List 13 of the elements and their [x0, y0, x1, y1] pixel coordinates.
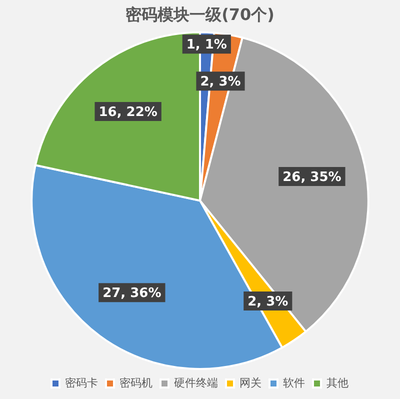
legend-label: 硬件终端 [174, 376, 218, 390]
data-label: 2, 3% [248, 294, 288, 310]
data-label: 26, 35% [282, 170, 342, 185]
data-label: 27, 36% [102, 286, 162, 302]
data-label: 1, 1% [186, 38, 227, 53]
legend-label: 密码机 [120, 376, 152, 390]
data-label: 16, 22% [98, 104, 158, 120]
data-label: 2, 3% [200, 74, 241, 90]
legend-label: 其他 [326, 376, 348, 390]
chart-title: 密码模块一级(70个) [126, 4, 274, 24]
legend-label: 软件 [283, 376, 305, 390]
legend-label: 网关 [240, 376, 262, 390]
legend-label: 密码卡 [65, 376, 98, 390]
